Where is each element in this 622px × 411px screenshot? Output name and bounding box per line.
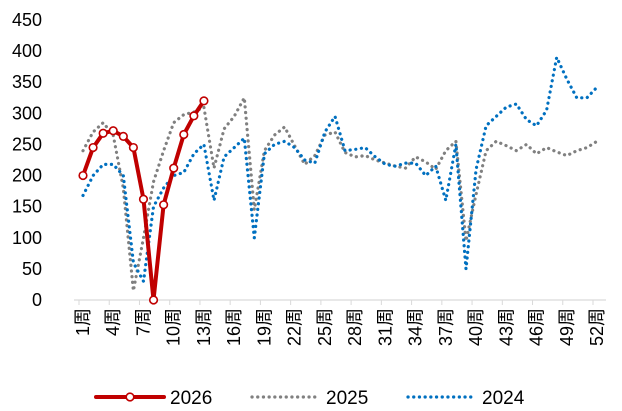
y-tick-label: 150 xyxy=(12,197,42,217)
x-tick-label: 25周 xyxy=(315,308,335,346)
data-point-2026 xyxy=(199,96,209,106)
y-tick-label: 450 xyxy=(12,10,42,30)
plot-area: 0 50 100 150 200 250 300 350 400 450 1周 4周 7周 10周 13周… xyxy=(12,10,607,346)
x-tick-label: 10周 xyxy=(164,308,184,346)
series-line-2025 xyxy=(81,96,599,293)
legend-label-2025: 2025 xyxy=(326,388,368,409)
x-tick-label: 4周 xyxy=(103,308,123,336)
x-tick-label: 43周 xyxy=(496,308,516,346)
x-tick-label: 19周 xyxy=(254,308,274,346)
data-point-2026 xyxy=(159,200,169,210)
x-tick-label: 40周 xyxy=(466,308,486,346)
y-axis-ticks: 0 50 100 150 200 250 300 350 400 450 xyxy=(12,10,42,310)
x-tick-label: 13周 xyxy=(194,308,214,346)
data-point-2026 xyxy=(138,194,149,204)
data-point-2026 xyxy=(118,131,128,141)
data-point-2026 xyxy=(148,295,159,305)
data-point-2026 xyxy=(179,129,189,140)
x-tick-label: 28周 xyxy=(345,308,365,346)
legend-label-2024: 2024 xyxy=(482,388,525,409)
x-tick-label: 7周 xyxy=(133,308,153,336)
x-tick-label: 49周 xyxy=(557,308,577,346)
x-tick-label: 34周 xyxy=(406,308,426,346)
data-point-2026 xyxy=(98,128,108,138)
legend: 2026 2025 2024 xyxy=(94,388,525,409)
y-tick-label: 350 xyxy=(12,72,42,92)
y-tick-label: 200 xyxy=(12,166,42,186)
x-tick-label: 46周 xyxy=(527,308,547,346)
y-tick-label: 250 xyxy=(12,134,42,154)
y-tick-label: 0 xyxy=(32,290,42,310)
legend-marker-2026 xyxy=(125,392,135,402)
x-tick-label: 52周 xyxy=(587,308,607,346)
series-layer xyxy=(78,55,599,305)
data-point-2026 xyxy=(78,170,88,181)
y-tick-label: 50 xyxy=(22,259,42,279)
x-tick-label: 37周 xyxy=(436,308,456,346)
x-tick-label: 22周 xyxy=(285,308,305,346)
data-point-2026 xyxy=(189,111,199,121)
series-line-2024 xyxy=(81,55,599,283)
legend-label-2026: 2026 xyxy=(170,388,212,409)
y-tick-label: 400 xyxy=(12,41,42,61)
x-tick-label: 1周 xyxy=(73,308,93,336)
x-tick-label: 16周 xyxy=(224,308,244,346)
y-tick-label: 300 xyxy=(12,103,42,123)
x-tick-label: 31周 xyxy=(375,308,395,346)
data-point-2026 xyxy=(108,126,118,136)
data-point-2026 xyxy=(169,163,179,173)
data-point-2026 xyxy=(128,142,138,153)
data-point-2026 xyxy=(88,142,98,153)
y-tick-label: 100 xyxy=(12,228,42,248)
x-axis-ticks: 1周 4周 7周 10周 13周 16周 19周 22周 25周 28周 31周 34周 37周 40周 4… xyxy=(73,300,607,346)
